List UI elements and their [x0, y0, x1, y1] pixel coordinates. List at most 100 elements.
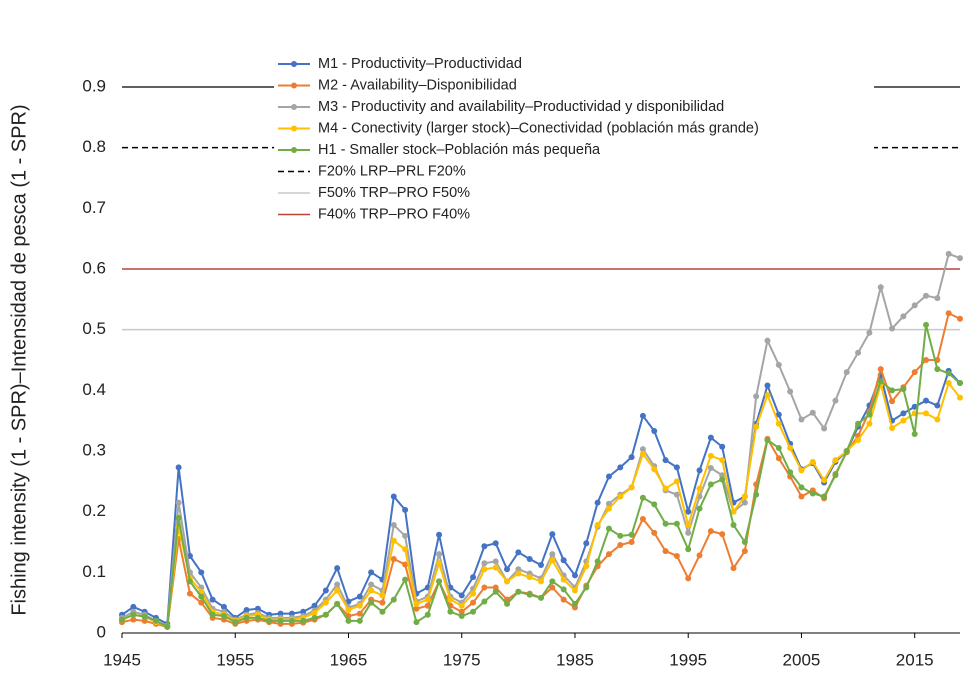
x-tick-label: 1965 — [330, 650, 368, 669]
data-point — [186, 590, 193, 597]
data-point — [549, 531, 556, 538]
data-point — [402, 561, 409, 568]
data-point — [549, 578, 556, 585]
data-point — [775, 444, 782, 451]
data-point — [243, 614, 250, 621]
data-point — [458, 608, 465, 615]
y-tick-label: 0.8 — [82, 137, 106, 156]
series-line — [121, 252, 961, 628]
data-point — [311, 609, 318, 616]
data-point — [254, 614, 261, 621]
data-point — [673, 464, 680, 471]
y-tick-label: 0.7 — [82, 198, 106, 217]
data-point — [220, 603, 227, 610]
data-point — [651, 529, 658, 536]
data-point — [639, 494, 646, 501]
y-tick-label: 0.4 — [82, 380, 106, 399]
data-point — [719, 443, 726, 450]
data-point — [198, 569, 205, 576]
data-point — [628, 539, 635, 545]
data-point — [628, 454, 635, 461]
data-point — [436, 578, 443, 585]
data-point — [957, 315, 963, 322]
data-point — [560, 586, 567, 593]
data-point — [707, 434, 714, 441]
data-point — [492, 584, 499, 591]
data-point — [617, 464, 624, 471]
data-point — [538, 578, 544, 585]
data-point — [957, 255, 963, 262]
legend-label: M2 - Availability–Disponibilidad — [318, 77, 517, 93]
data-point — [639, 451, 646, 458]
data-point — [492, 540, 499, 547]
data-point — [515, 588, 522, 595]
legend-marker — [291, 82, 297, 89]
data-point — [889, 424, 896, 431]
data-point — [334, 587, 341, 594]
data-point — [787, 469, 794, 476]
data-point — [390, 537, 397, 544]
data-point — [798, 416, 805, 423]
data-point — [707, 528, 714, 535]
data-point — [945, 380, 952, 387]
data-point — [322, 611, 329, 618]
data-point — [356, 602, 363, 609]
data-point — [605, 525, 612, 532]
data-point — [696, 485, 703, 492]
data-point — [911, 431, 918, 438]
data-point — [175, 514, 182, 521]
series-line — [121, 369, 961, 626]
data-point — [741, 493, 748, 500]
data-point — [911, 302, 918, 309]
data-point — [730, 522, 737, 529]
data-point — [413, 605, 420, 612]
data-point — [356, 617, 363, 624]
data-point — [334, 565, 341, 572]
data-point — [730, 508, 737, 515]
data-point — [515, 566, 522, 573]
data-point — [673, 478, 680, 485]
data-point — [594, 522, 601, 529]
data-point — [141, 613, 148, 620]
data-point — [900, 417, 907, 424]
data-point — [900, 386, 907, 393]
data-point — [594, 558, 601, 565]
data-point — [753, 423, 760, 430]
data-point — [356, 610, 363, 617]
data-point — [696, 467, 703, 474]
data-point — [605, 473, 612, 480]
data-point — [787, 388, 794, 395]
legend: M1 - Productivity–Productividad M2 - Avai… — [278, 56, 759, 222]
data-point — [571, 572, 578, 579]
data-point — [923, 321, 930, 328]
data-point — [504, 578, 511, 585]
data-point — [345, 617, 352, 624]
data-point — [571, 600, 578, 607]
data-point — [481, 543, 488, 550]
data-point — [945, 250, 952, 257]
data-point — [662, 548, 669, 555]
data-point — [651, 427, 658, 434]
data-point — [900, 313, 907, 320]
data-point — [741, 499, 748, 506]
data-point — [798, 493, 805, 500]
data-point — [390, 596, 397, 603]
data-point — [605, 500, 612, 507]
data-point — [368, 587, 375, 594]
data-point — [685, 546, 692, 553]
data-point — [288, 617, 295, 624]
data-point — [390, 493, 397, 500]
data-point — [673, 520, 680, 527]
data-point — [639, 515, 646, 522]
data-point — [345, 606, 352, 613]
data-point — [764, 337, 771, 344]
legend-marker — [291, 147, 297, 153]
data-point — [945, 310, 952, 317]
data-point — [277, 617, 284, 624]
data-point — [628, 531, 635, 538]
data-point — [617, 493, 624, 500]
data-point — [436, 551, 443, 558]
data-point — [504, 566, 511, 573]
legend-label: M3 - Productivity and availability–Produ… — [318, 99, 724, 115]
data-point — [639, 412, 646, 419]
